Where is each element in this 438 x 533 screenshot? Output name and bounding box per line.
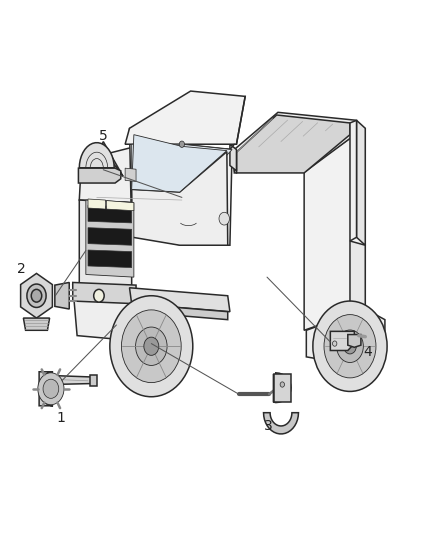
Polygon shape [39, 372, 53, 406]
Polygon shape [130, 128, 232, 245]
Polygon shape [86, 200, 134, 277]
Polygon shape [79, 200, 132, 288]
Polygon shape [88, 228, 132, 245]
Polygon shape [132, 152, 228, 245]
Polygon shape [97, 147, 232, 198]
Circle shape [121, 310, 181, 383]
Polygon shape [79, 147, 136, 203]
Polygon shape [130, 288, 230, 312]
Polygon shape [357, 120, 365, 245]
Polygon shape [274, 374, 291, 402]
Polygon shape [78, 168, 121, 183]
Polygon shape [73, 282, 136, 304]
Polygon shape [132, 144, 232, 203]
Polygon shape [88, 205, 132, 223]
Circle shape [43, 379, 59, 398]
Polygon shape [234, 112, 357, 171]
Polygon shape [132, 304, 228, 320]
Circle shape [324, 314, 376, 378]
Text: 1: 1 [57, 411, 65, 425]
Polygon shape [348, 335, 361, 348]
Circle shape [31, 289, 42, 302]
Polygon shape [304, 128, 365, 330]
Circle shape [110, 296, 193, 397]
Circle shape [94, 289, 104, 302]
Polygon shape [79, 143, 114, 168]
Circle shape [38, 373, 64, 405]
Polygon shape [73, 285, 141, 341]
Polygon shape [125, 168, 136, 181]
Polygon shape [55, 282, 69, 309]
Polygon shape [23, 318, 49, 330]
Polygon shape [106, 200, 134, 211]
Polygon shape [330, 332, 354, 351]
Polygon shape [230, 144, 237, 171]
Circle shape [280, 382, 285, 387]
Polygon shape [274, 373, 291, 402]
Text: 5: 5 [99, 130, 108, 143]
Polygon shape [101, 142, 123, 176]
Text: 2: 2 [17, 262, 26, 276]
Polygon shape [306, 309, 385, 368]
Circle shape [337, 330, 364, 362]
Polygon shape [21, 273, 53, 318]
Polygon shape [88, 199, 106, 209]
Circle shape [27, 284, 46, 308]
Circle shape [136, 327, 167, 366]
Polygon shape [350, 241, 365, 309]
Circle shape [219, 212, 230, 225]
Circle shape [332, 341, 337, 346]
Polygon shape [234, 150, 237, 173]
Polygon shape [90, 375, 97, 386]
Polygon shape [264, 413, 298, 434]
Polygon shape [51, 375, 96, 384]
Text: 4: 4 [363, 344, 372, 359]
Text: 3: 3 [264, 419, 273, 433]
Polygon shape [125, 91, 245, 144]
Polygon shape [350, 120, 357, 241]
Polygon shape [88, 250, 132, 268]
Circle shape [313, 301, 387, 391]
Circle shape [344, 338, 356, 354]
Polygon shape [237, 115, 350, 173]
Circle shape [144, 337, 159, 356]
Circle shape [179, 141, 184, 148]
Polygon shape [132, 135, 227, 192]
